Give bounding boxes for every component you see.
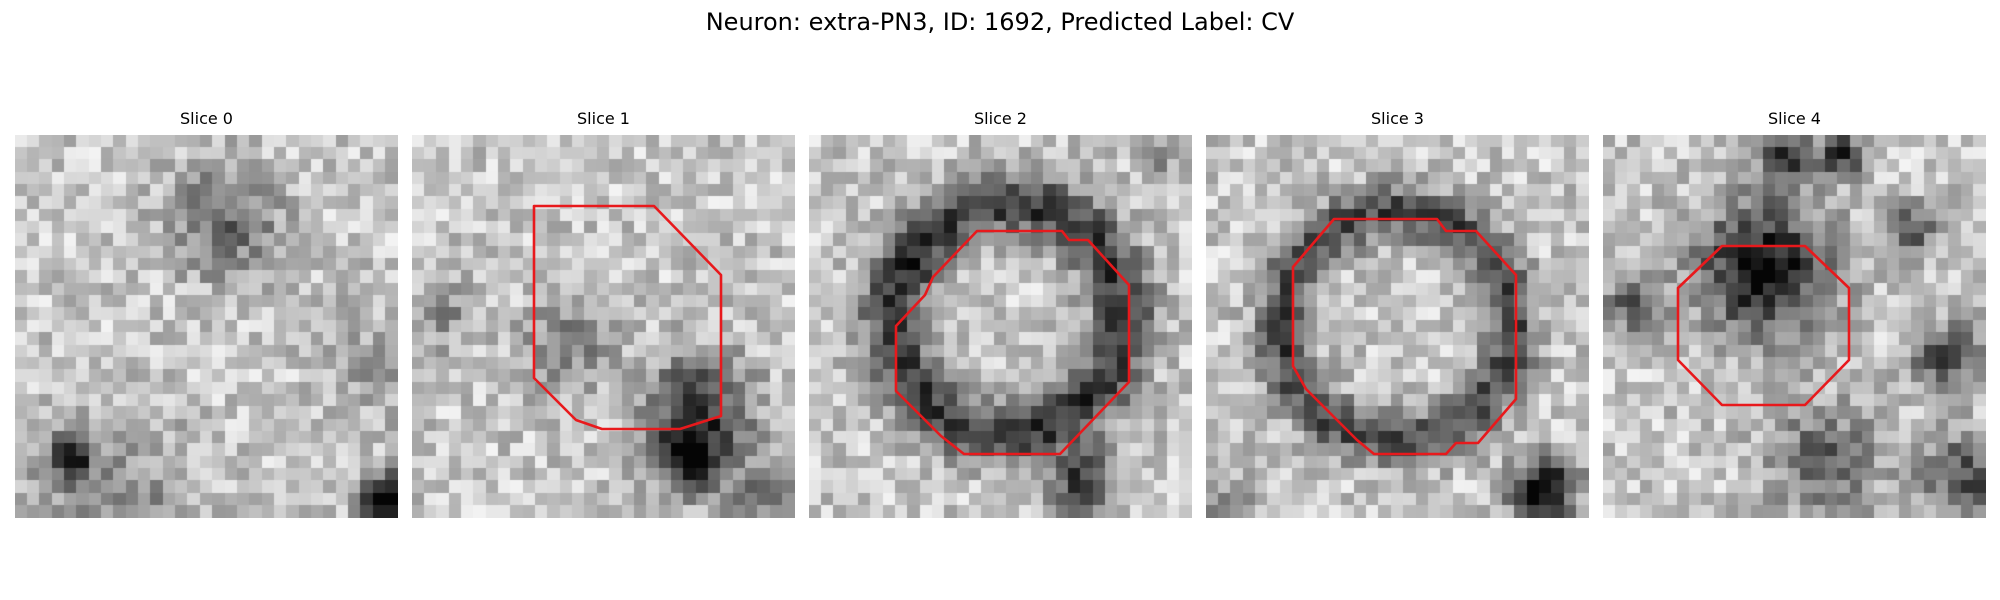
slice-contour-overlay-2 bbox=[894, 229, 1131, 456]
roi-contour bbox=[532, 204, 723, 431]
slice-contour-overlay-3 bbox=[1291, 217, 1518, 456]
slice-title-4: Slice 4 bbox=[1768, 109, 1821, 128]
slice-contour-overlay-1 bbox=[532, 204, 723, 431]
slice-image-4 bbox=[1603, 135, 1986, 518]
slice-image-0 bbox=[15, 135, 398, 518]
roi-contour bbox=[1676, 244, 1851, 407]
slice-title-2: Slice 2 bbox=[974, 109, 1027, 128]
slice-contour-overlay-4 bbox=[1676, 244, 1851, 407]
roi-contour bbox=[1291, 217, 1518, 456]
figure-title: Neuron: extra-PN3, ID: 1692, Predicted L… bbox=[705, 8, 1295, 36]
slice-title-3: Slice 3 bbox=[1371, 109, 1424, 128]
slice-title-1: Slice 1 bbox=[577, 109, 630, 128]
slice-title-0: Slice 0 bbox=[180, 109, 233, 128]
roi-contour bbox=[894, 229, 1131, 456]
slice-image-1 bbox=[412, 135, 795, 518]
